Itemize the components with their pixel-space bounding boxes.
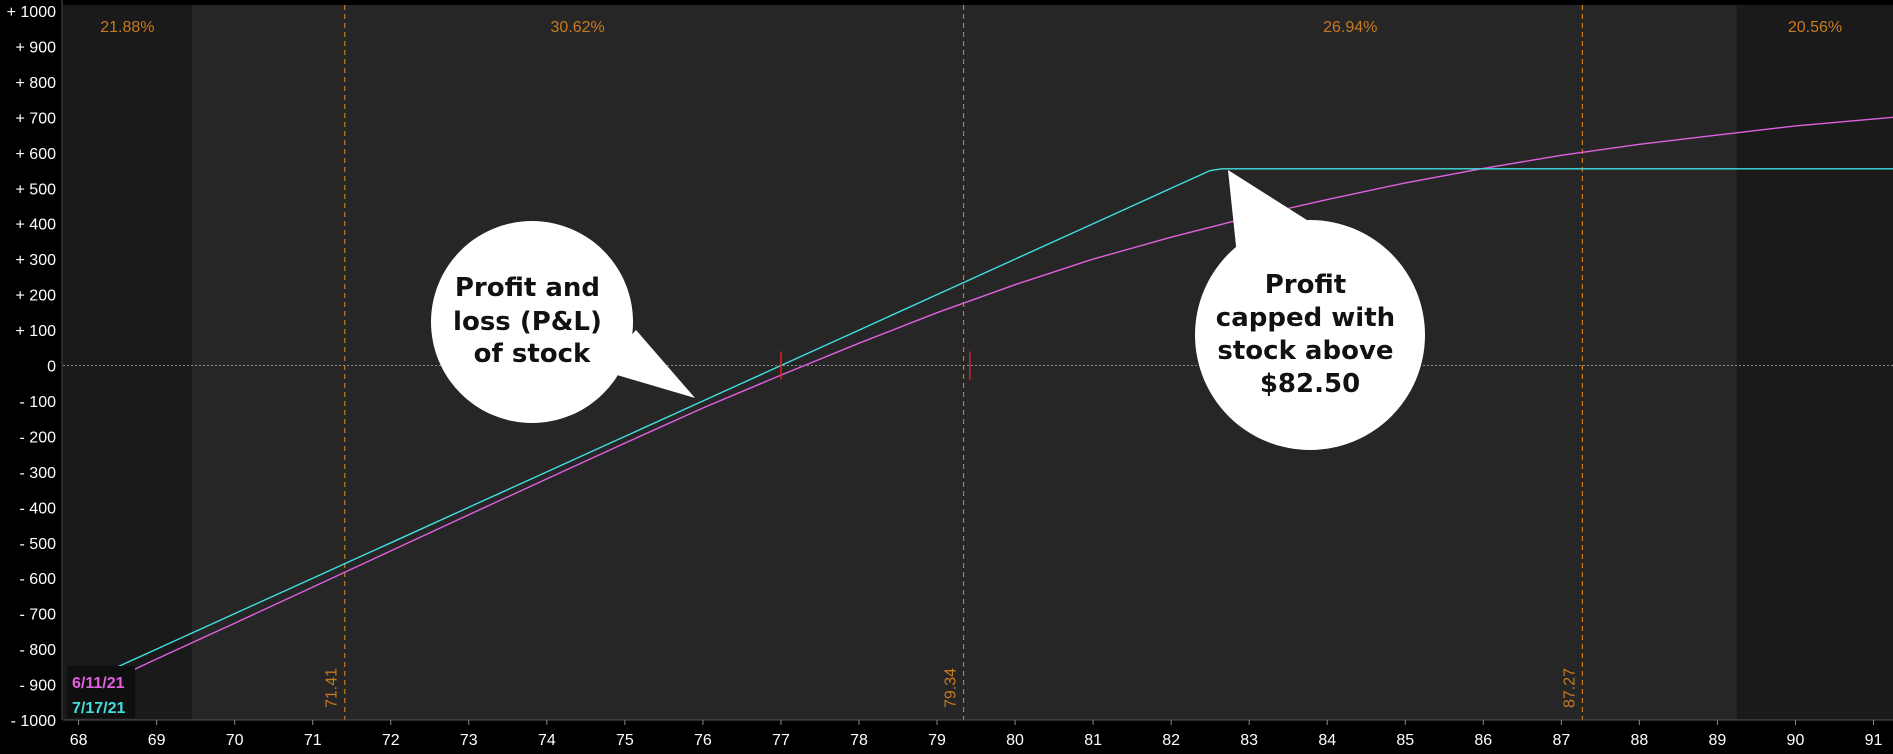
callout-pnl-line-1: Profit and <box>455 273 600 303</box>
x-tick-label: 85 <box>1396 732 1414 749</box>
probability-zone <box>63 5 192 720</box>
y-tick-label: + 100 <box>16 323 57 340</box>
x-tick-label: 86 <box>1474 732 1492 749</box>
breakeven-markers <box>780 351 971 380</box>
x-tick-label: 90 <box>1787 732 1805 749</box>
sigma-line-label: 87.27 <box>1561 668 1578 708</box>
y-tick-label: - 500 <box>20 536 57 553</box>
x-tick-label: 91 <box>1865 732 1883 749</box>
probability-zones: 21.88% 30.62% 26.94% 20.56% <box>63 5 1893 720</box>
x-axis: 68 69 70 71 72 73 74 75 76 77 78 79 80 81 82 83 84 85 86 87… <box>63 719 1893 749</box>
sigma-lines: 71.41 79.34 87.27 <box>324 5 1584 720</box>
y-tick-label: + 300 <box>16 252 57 269</box>
y-tick-label: + 900 <box>16 39 57 56</box>
y-tick-label: + 400 <box>16 217 57 234</box>
x-tick-label: 72 <box>382 732 400 749</box>
x-tick-label: 75 <box>616 732 634 749</box>
x-tick-label: 89 <box>1709 732 1727 749</box>
y-tick-label: - 800 <box>20 642 57 659</box>
y-tick-label: - 600 <box>20 571 57 588</box>
x-tick-label: 73 <box>460 732 478 749</box>
x-tick-label: 70 <box>226 732 244 749</box>
callout-capped-line-4: $82.50 <box>1260 369 1360 399</box>
x-tick-label: 76 <box>694 732 712 749</box>
y-tick-label: - 200 <box>20 429 57 446</box>
x-tick-label: 79 <box>928 732 946 749</box>
callout-pnl-of-stock: Profit and loss (P&L) of stock <box>431 221 695 423</box>
svg-text:Profit capped with: Profit capped with stock above $82.50 <box>1216 270 1404 399</box>
probability-zone <box>1736 5 1893 720</box>
y-tick-label: - 400 <box>20 500 57 517</box>
legend-item: 6/11/21 <box>72 675 125 692</box>
callout-capped-line-2: capped with <box>1216 303 1395 333</box>
probability-zone-label: 26.94% <box>1323 19 1377 36</box>
y-tick-label: + 1000 <box>7 4 56 21</box>
x-tick-label: 88 <box>1630 732 1648 749</box>
x-tick-label: 81 <box>1084 732 1102 749</box>
svg-text:Profit and loss (P&L): Profit and loss (P&L) of stock <box>453 273 611 369</box>
y-axis: + 1000+ 900+ 800+ 700+ 600+ 500+ 400+ 30… <box>7 0 63 730</box>
x-tick-label: 69 <box>148 732 166 749</box>
series-lines <box>101 116 1893 686</box>
callout-capped-bubble <box>1195 220 1425 450</box>
x-tick-label: 68 <box>70 732 88 749</box>
x-tick-label: 77 <box>772 732 790 749</box>
callout-pnl-bubble <box>431 221 633 423</box>
series-line-7-17-21 <box>101 168 1893 675</box>
y-tick-label: - 100 <box>20 394 57 411</box>
y-tick-label: + 600 <box>16 146 57 163</box>
x-tick-label: 83 <box>1240 732 1258 749</box>
x-tick-label: 74 <box>538 732 556 749</box>
callout-capped-line-3: stock above <box>1217 336 1393 366</box>
series-line-6-11-21 <box>101 116 1893 686</box>
probability-zone-label: 20.56% <box>1788 19 1842 36</box>
x-tick-label: 87 <box>1552 732 1570 749</box>
y-tick-label: + 200 <box>16 288 57 305</box>
callout-capped-line-1: Profit <box>1265 270 1346 300</box>
y-tick-label: - 900 <box>20 678 57 695</box>
legend: 6/11/21 7/17/21 <box>67 666 135 718</box>
y-tick-label: - 300 <box>20 465 57 482</box>
y-tick-label: + 500 <box>16 181 57 198</box>
y-tick-label: + 700 <box>16 110 57 127</box>
y-tick-label: - 700 <box>20 607 57 624</box>
legend-box <box>67 666 135 718</box>
callout-pnl-line-3: of stock <box>474 339 591 369</box>
x-tick-label: 78 <box>850 732 868 749</box>
probability-zone-label: 30.62% <box>551 19 605 36</box>
callout-pnl-line-2: loss (P&L) <box>453 307 602 337</box>
y-tick-label: + 800 <box>16 75 57 92</box>
x-tick-label: 71 <box>304 732 322 749</box>
x-tick-label: 80 <box>1006 732 1024 749</box>
sigma-line-label: 79.34 <box>943 668 960 708</box>
y-tick-label: 0 <box>47 359 56 376</box>
x-tick-label: 84 <box>1318 732 1336 749</box>
probability-zone-label: 21.88% <box>100 19 154 36</box>
callout-profit-capped: Profit capped with stock above $82.50 <box>1195 170 1425 450</box>
sigma-line-label: 71.41 <box>324 668 341 708</box>
x-tick-label: 82 <box>1162 732 1180 749</box>
y-tick-label: - 1000 <box>11 713 56 730</box>
legend-item: 7/17/21 <box>72 700 125 717</box>
